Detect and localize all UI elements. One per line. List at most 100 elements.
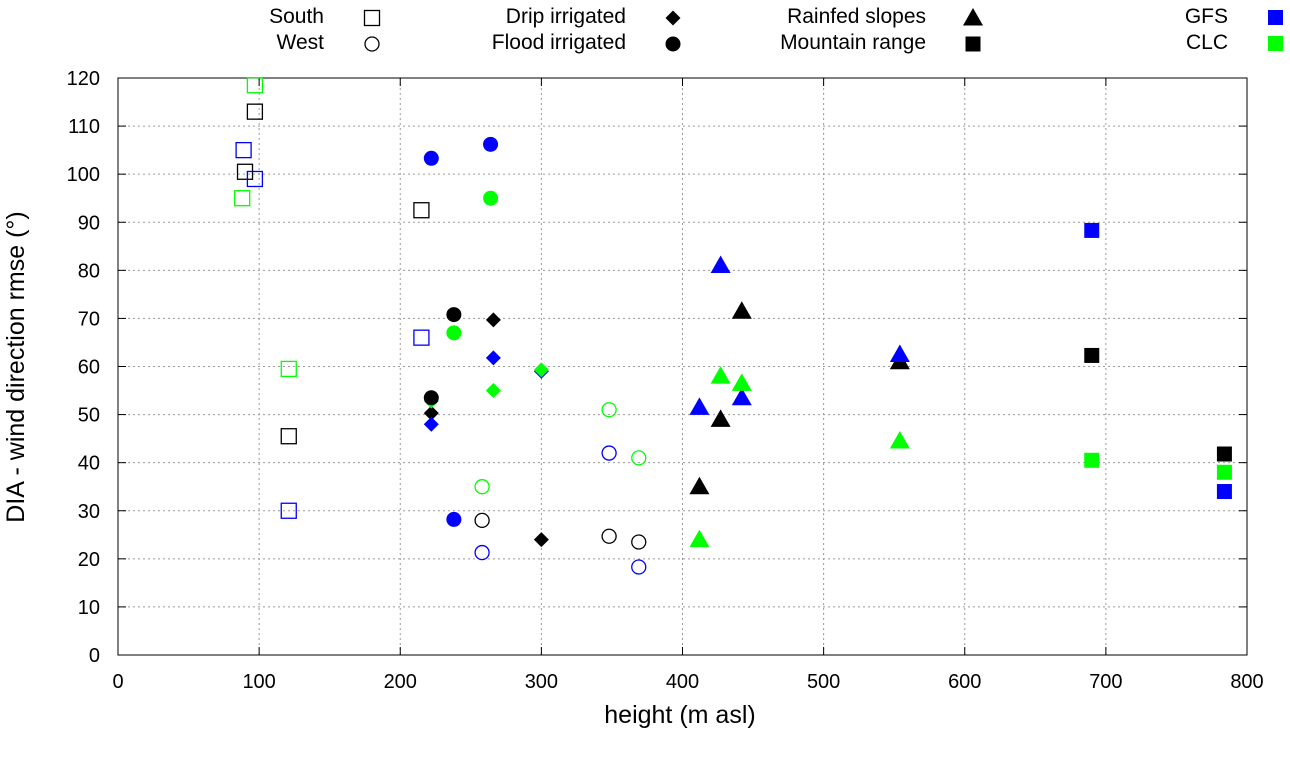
legend-label: Mountain range (780, 31, 926, 54)
data-point (1084, 347, 1100, 363)
legend-label: South (269, 5, 324, 28)
x-tick-label: 600 (948, 671, 981, 693)
data-point (631, 559, 647, 575)
legend-marker (963, 8, 983, 26)
data-point (689, 397, 710, 415)
data-points (234, 77, 1232, 575)
data-point (280, 502, 297, 519)
y-tick-label: 110 (68, 116, 100, 138)
legend-marker (665, 36, 681, 52)
data-point (423, 416, 439, 432)
y-tick-label: 120 (67, 68, 100, 90)
data-point (280, 360, 297, 378)
series-drip-irrigated-gfs (423, 350, 549, 432)
data-point (234, 190, 251, 207)
series-drip-irrigated-baseline (423, 312, 549, 548)
data-point (601, 445, 617, 461)
series-west-baseline (474, 512, 647, 550)
series-mountain-range-clc (1084, 452, 1232, 480)
series-south-clc (234, 77, 297, 378)
legend-marker (363, 9, 381, 27)
data-point (280, 428, 297, 445)
y-tick-label: 100 (67, 164, 100, 186)
series-rainfed-slopes-baseline (689, 301, 910, 495)
series-mountain-range-gfs (1084, 222, 1232, 500)
data-point (446, 511, 462, 527)
data-point (413, 202, 430, 219)
legend-marker (364, 36, 380, 52)
data-point (235, 141, 252, 159)
axis-ticks: 0 100 200 300 400 500 600 700 800 0 10 20 30 40 50 60 70… (67, 68, 1264, 693)
legend-label: Flood irrigated (492, 31, 626, 54)
data-point (246, 77, 264, 94)
data-point (689, 529, 710, 548)
data-point (601, 528, 617, 544)
data-point (710, 409, 731, 427)
data-point (1216, 464, 1232, 480)
x-axis-title: height (m asl) (604, 701, 755, 729)
data-point (474, 479, 490, 495)
legend-label: CLC (1186, 31, 1228, 54)
series-west-gfs (474, 445, 647, 575)
legend-label: Rainfed slopes (787, 5, 926, 28)
data-point (601, 402, 617, 418)
x-tick-label: 500 (807, 671, 840, 693)
series-drip-irrigated-clc (423, 362, 549, 409)
x-tick-label: 100 (242, 671, 275, 693)
series-rainfed-slopes-gfs (689, 255, 910, 415)
data-point (710, 255, 731, 274)
data-point (446, 307, 462, 323)
series-south-gfs (235, 141, 430, 519)
legend-label: West (277, 31, 325, 54)
data-point (731, 387, 752, 406)
data-point (631, 450, 647, 466)
data-point (731, 301, 752, 319)
data-point (631, 534, 647, 550)
data-point (246, 103, 264, 120)
data-point (1216, 446, 1232, 462)
data-point (423, 405, 439, 421)
x-tick-label: 800 (1230, 671, 1263, 693)
legend-marker (965, 36, 981, 52)
data-point (423, 150, 439, 166)
data-point (533, 532, 549, 548)
data-point (710, 366, 731, 384)
y-tick-label: 20 (78, 549, 100, 571)
x-tick-label: 400 (666, 671, 699, 693)
y-tick-label: 0 (89, 645, 100, 667)
y-tick-label: 10 (78, 597, 100, 619)
data-point (446, 325, 462, 341)
data-point (1084, 222, 1100, 238)
data-point (533, 362, 549, 378)
data-point (1084, 452, 1100, 468)
data-point (483, 136, 499, 152)
data-point (889, 344, 910, 362)
x-tick-label: 300 (525, 671, 558, 693)
series-flood-irrigated-gfs (423, 136, 499, 527)
data-point (246, 170, 264, 188)
series-mountain-range-baseline (1084, 347, 1232, 462)
data-point (423, 390, 439, 406)
y-tick-label: 50 (78, 405, 100, 427)
series-west-clc (474, 402, 647, 495)
data-point (485, 312, 501, 328)
data-point (889, 431, 910, 449)
y-tick-label: 80 (78, 260, 100, 282)
x-tick-label: 200 (384, 671, 417, 693)
legend-label: GFS (1185, 5, 1228, 28)
series-flood-irrigated-baseline (423, 307, 462, 406)
data-point (474, 544, 490, 561)
y-tick-label: 40 (78, 453, 100, 475)
legend-marker (665, 10, 681, 26)
series-rainfed-slopes-clc (689, 366, 910, 548)
legend-label: Drip irrigated (506, 5, 626, 28)
legend-color-swatch (1268, 10, 1283, 25)
y-tick-label: 60 (78, 357, 100, 379)
data-point (413, 329, 430, 346)
x-tick-label: 0 (112, 671, 123, 693)
y-tick-label: 30 (78, 501, 100, 523)
data-point (731, 373, 752, 391)
data-point (689, 476, 710, 495)
y-axis-title: DIA - wind direction rmse (°) (2, 211, 30, 522)
